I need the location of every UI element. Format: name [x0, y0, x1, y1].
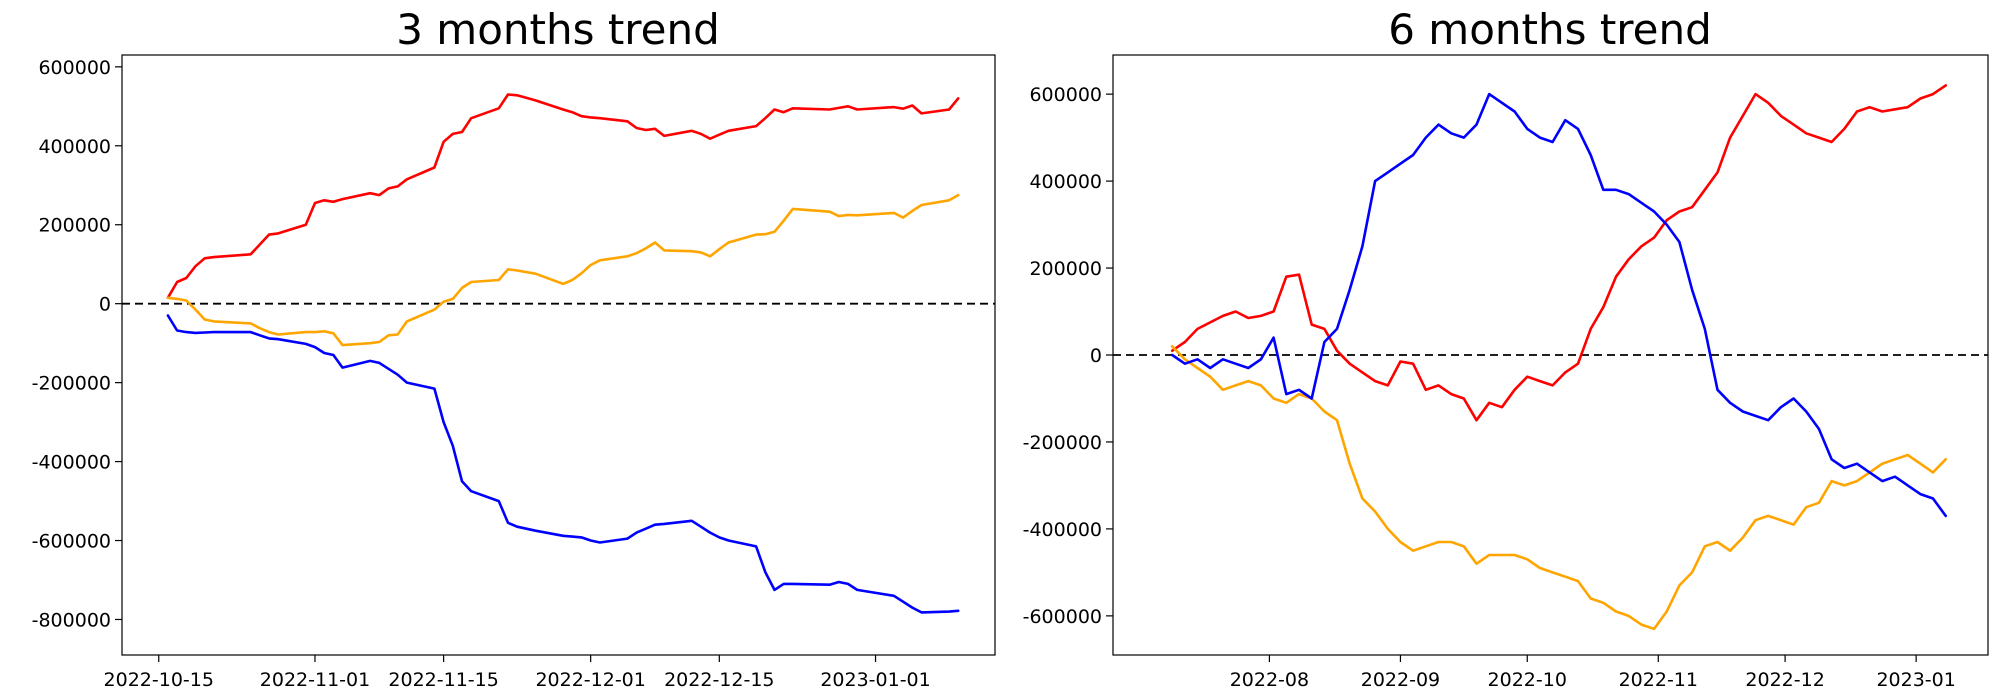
series-line-1 [166, 193, 960, 347]
x-tick-label: 2023-01-01 [820, 669, 930, 691]
series-line-2 [166, 314, 960, 614]
y-tick-label: -200000 [1023, 432, 1102, 454]
x-tick-label: 2022-12-01 [535, 669, 645, 691]
y-tick-label: 200000 [38, 215, 111, 237]
chart-3-months-trend: 3 months trend -800000 -600000 -400000 -200… [32, 5, 996, 691]
series-line-0 [1170, 84, 1947, 422]
chart-title: 6 months trend [1388, 5, 1712, 54]
y-tick-label: 600000 [38, 57, 111, 79]
chart-6-months-trend: 6 months trend -600000 -400000 -200000 0 200… [1023, 5, 1989, 691]
y-tick-label: 200000 [1029, 258, 1102, 280]
x-tick-label: 2022-11-01 [260, 669, 370, 691]
series-line-2 [1170, 92, 1947, 518]
y-tick-label: 0 [99, 294, 111, 316]
series-line-1 [1170, 344, 1947, 631]
series-line-0 [166, 93, 960, 300]
y-tick-label: -400000 [1023, 519, 1102, 541]
x-tick-label: 2022-12 [1745, 669, 1824, 691]
y-tick-label: 400000 [1029, 171, 1102, 193]
y-tick-label: -600000 [1023, 606, 1102, 628]
y-tick-label: -200000 [32, 373, 111, 395]
y-tick-label: -600000 [32, 531, 111, 553]
x-tick-label: 2022-11-15 [388, 669, 498, 691]
axes-frame [121, 54, 996, 656]
y-tick-label: -400000 [32, 452, 111, 474]
x-tick-label: 2022-10 [1488, 669, 1567, 691]
x-tick-label: 2023-01 [1876, 669, 1955, 691]
chart-title: 3 months trend [396, 5, 720, 54]
y-tick-label: -800000 [32, 609, 111, 631]
y-tick-label: 400000 [38, 136, 111, 158]
x-tick-label: 2022-10-15 [104, 669, 214, 691]
x-tick-label: 2022-09 [1361, 669, 1440, 691]
x-tick-label: 2022-11 [1619, 669, 1698, 691]
y-tick-label: 600000 [1029, 84, 1102, 106]
x-tick-label: 2022-08 [1230, 669, 1309, 691]
y-tick-label: 0 [1090, 345, 1102, 367]
x-tick-label: 2022-12-15 [664, 669, 774, 691]
